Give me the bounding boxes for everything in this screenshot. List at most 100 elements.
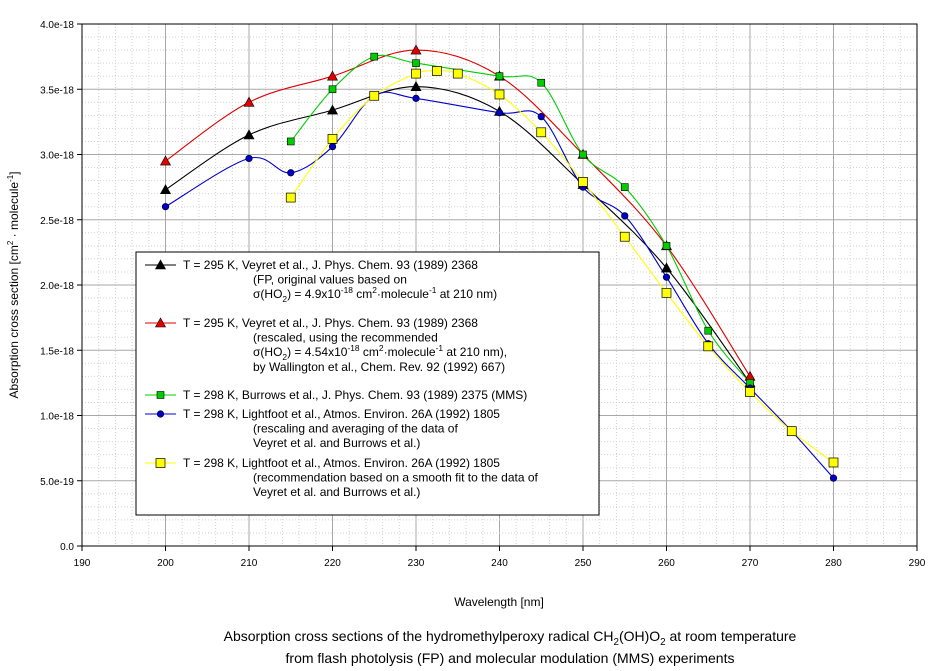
- yellow-data-point: [411, 68, 421, 79]
- yellow-data-point: [369, 90, 380, 101]
- y-tick-label: 3.5e-18: [40, 85, 74, 96]
- green-data-point: [412, 59, 420, 67]
- legend-text: by Wallington et al., Chem. Rev. 92 (199…: [253, 360, 505, 374]
- caption-line-part: Absorption cross sections of the hydrome…: [224, 628, 614, 644]
- legend-text-part: T = 295 K, Veyret et al., J. Phys. Chem.…: [183, 258, 478, 272]
- legend: T = 295 K, Veyret et al., J. Phys. Chem.…: [135, 251, 600, 516]
- green-data-point: [620, 183, 629, 191]
- green-data-point: [704, 326, 713, 335]
- legend-text: T = 295 K, Veyret et al., J. Phys. Chem.…: [183, 258, 478, 272]
- legend-text: T = 298 K, Lightfoot et al., Atmos. Envi…: [183, 456, 500, 470]
- legend-text-part: (FP, original values based on: [253, 273, 407, 287]
- legend-text-part: -1: [429, 285, 437, 295]
- legend-text-part: σ(HO: [253, 287, 282, 301]
- red-data-point: [410, 44, 422, 55]
- green-data-point: [537, 78, 546, 87]
- legend-text-part: ·molecule: [384, 345, 436, 359]
- y-tick-label: 3.0e-18: [40, 151, 74, 162]
- y-label-sup2: -1: [6, 174, 15, 182]
- red-data-point: [243, 96, 255, 107]
- red-legend-marker: [154, 317, 167, 328]
- yellow-data-point: [432, 66, 442, 76]
- yellow-data-point: [745, 387, 755, 397]
- green-data-point: [495, 72, 504, 80]
- caption-line-part: 2: [613, 637, 618, 648]
- legend-text-part: 2: [282, 294, 287, 304]
- blue-data-point: [412, 94, 420, 102]
- yellow-data-point: [661, 287, 672, 298]
- y-tick-label: 0.0: [60, 542, 74, 553]
- yellow-data-point: [452, 68, 463, 79]
- legend-text: σ(HO2) = 4.9x10-18 cm2·molecule-1 at 210…: [253, 285, 497, 304]
- x-axis-ticks: 190 200 210 220 230 240 250 260 270 280 290: [74, 546, 926, 569]
- green-data-point: [579, 150, 587, 159]
- caption-line-part: 2: [660, 637, 665, 648]
- y-tick-label: 2.5e-18: [40, 216, 74, 227]
- x-tick-label: 210: [241, 558, 258, 569]
- yellow-legend-marker: [155, 458, 166, 468]
- legend-text: T = 295 K, Veyret et al., J. Phys. Chem.…: [183, 316, 478, 330]
- legend-text-part: -18: [341, 285, 353, 295]
- caption-line: Absorption cross sections of the hydrome…: [224, 628, 797, 648]
- x-tick-label: 190: [74, 558, 91, 569]
- red-data-point: [326, 70, 339, 81]
- black-data-point: [410, 81, 422, 91]
- yellow-data-point: [578, 177, 588, 187]
- x-tick-label: 250: [575, 558, 592, 569]
- legend-text-part: ) = 4.9x10: [287, 287, 341, 301]
- blue-data-point: [495, 109, 504, 117]
- x-tick-label: 280: [825, 558, 842, 569]
- blue-data-point: [328, 143, 337, 151]
- yellow-data-point: [703, 341, 714, 352]
- green-data-point: [286, 137, 295, 146]
- legend-text-part: cm: [353, 287, 372, 301]
- legend-text-part: 2: [379, 343, 384, 353]
- caption-line-part: from flash photolysis (FP) and molecular…: [286, 650, 735, 666]
- x-tick-label: 260: [658, 558, 675, 569]
- legend-text-part: (rescaled, using the recommended: [253, 331, 438, 345]
- legend-text-part: Veyret et al. and Burrows et al.): [253, 485, 420, 499]
- blue-data-point: [161, 203, 170, 211]
- y-label-sup1: 2: [6, 240, 15, 245]
- yellow-data-point: [828, 457, 839, 468]
- legend-text-part: (recommendation based on a smooth fit to…: [253, 471, 539, 485]
- y-tick-label: 4.0e-18: [40, 20, 74, 31]
- green-legend-marker: [156, 391, 165, 399]
- legend-text-part: 2: [372, 285, 377, 295]
- caption-line-part: (OH)O: [619, 628, 660, 644]
- black-data-point: [159, 184, 172, 195]
- blue-data-point: [829, 474, 838, 482]
- x-tick-label: 290: [909, 558, 926, 569]
- legend-text-part: σ(HO: [253, 345, 282, 359]
- green-data-point: [662, 242, 671, 250]
- blue-legend-marker: [156, 410, 165, 418]
- y-tick-label: 1.5e-18: [40, 346, 74, 357]
- y-tick-label: 2.0e-18: [40, 281, 74, 292]
- legend-text: T = 298 K, Burrows et al., J. Phys. Chem…: [183, 388, 527, 402]
- legend-text-part: at 210 nm): [436, 287, 497, 301]
- x-tick-label: 220: [324, 558, 341, 569]
- caption-line-part: at room temperature: [666, 628, 797, 644]
- legend-text: (FP, original values based on: [253, 273, 407, 287]
- y-label-end: ]: [7, 171, 21, 174]
- y-axis-label: Absorption cross section [cm2 · molecule…: [6, 171, 21, 398]
- y-label-mid: · molecule: [7, 182, 21, 241]
- blue-data-point: [245, 154, 253, 163]
- series-markers: [159, 44, 839, 482]
- yellow-data-point: [619, 231, 630, 242]
- caption-line: from flash photolysis (FP) and molecular…: [286, 650, 735, 666]
- yellow-data-point: [285, 192, 296, 203]
- legend-text-part: T = 298 K, Lightfoot et al., Atmos. Envi…: [183, 407, 500, 421]
- legend-text: T = 298 K, Lightfoot et al., Atmos. Envi…: [183, 407, 500, 421]
- figure-caption: Absorption cross sections of the hydrome…: [224, 628, 797, 666]
- y-tick-label: 5.0e-19: [40, 477, 74, 488]
- x-tick-label: 240: [491, 558, 508, 569]
- blue-data-point: [621, 212, 629, 220]
- blue-data-point: [662, 273, 671, 281]
- legend-text-part: ) = 4.54x10: [287, 345, 348, 359]
- x-axis-label: Wavelength [nm]: [454, 595, 544, 609]
- black-data-point: [660, 262, 673, 273]
- y-tick-label: 1.0e-18: [40, 412, 74, 423]
- legend-text: Veyret et al. and Burrows et al.): [253, 485, 420, 499]
